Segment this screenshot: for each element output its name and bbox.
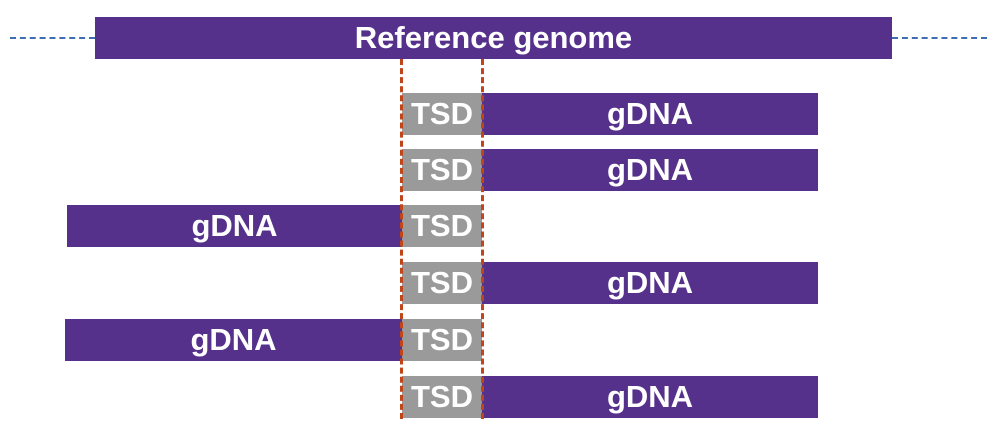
tsd-box: TSD — [402, 93, 482, 135]
tsd-label: TSD — [411, 265, 473, 300]
gdna-label: gDNA — [606, 265, 694, 300]
gdna-label: gDNA — [606, 379, 694, 414]
tsd-label: TSD — [411, 152, 473, 187]
gdna-segment-left: gDNA — [67, 205, 402, 247]
tsd-label: TSD — [411, 208, 473, 243]
gdna-label: gDNA — [191, 208, 278, 243]
tsd-box: TSD — [402, 262, 482, 304]
tsd-left-boundary-line — [400, 59, 403, 419]
reference-left-flank — [10, 37, 95, 39]
gdna-segment-right: gDNA — [482, 149, 818, 191]
gdna-segment-right: gDNA — [482, 93, 818, 135]
reference-right-flank — [892, 37, 987, 39]
tsd-label: TSD — [411, 96, 473, 131]
tsd-label: TSD — [411, 379, 473, 414]
gdna-label: gDNA — [190, 322, 277, 357]
gdna-label: gDNA — [606, 152, 694, 187]
tsd-right-boundary-line — [481, 59, 484, 419]
tsd-box: TSD — [402, 205, 482, 247]
reference-genome-bar: Reference genome — [95, 17, 892, 59]
tsd-label: TSD — [411, 322, 473, 357]
tsd-box: TSD — [402, 149, 482, 191]
reference-genome-label: Reference genome — [354, 20, 633, 55]
gdna-segment-right: gDNA — [482, 376, 818, 418]
gdna-segment-right: gDNA — [482, 262, 818, 304]
gdna-label: gDNA — [606, 96, 694, 131]
gdna-segment-left: gDNA — [65, 319, 402, 361]
tsd-box: TSD — [402, 376, 482, 418]
tsd-box: TSD — [402, 319, 482, 361]
